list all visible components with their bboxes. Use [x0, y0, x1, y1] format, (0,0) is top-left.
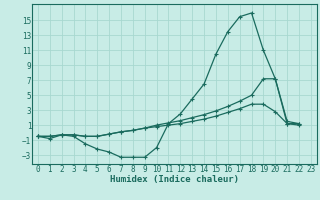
X-axis label: Humidex (Indice chaleur): Humidex (Indice chaleur) — [110, 175, 239, 184]
